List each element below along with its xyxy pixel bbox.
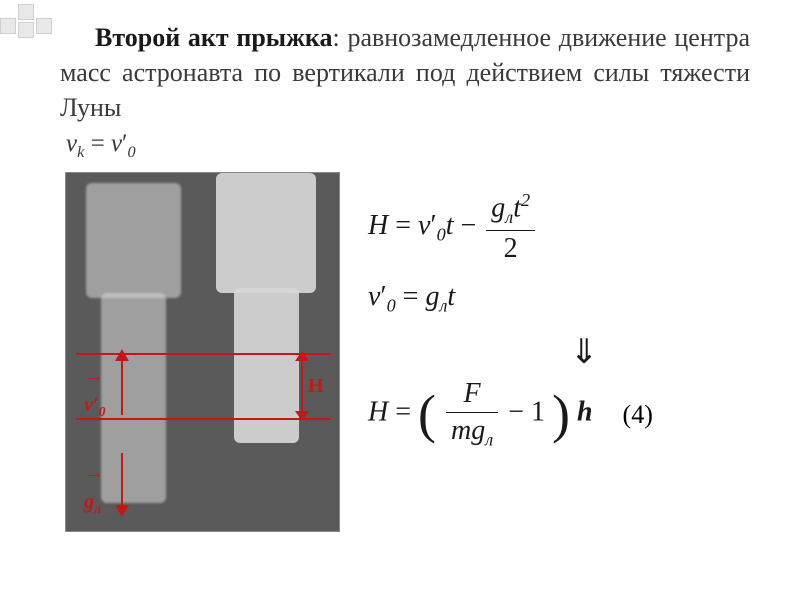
implies-arrow-icon: ⇓ (418, 332, 750, 372)
deco-square (0, 18, 16, 34)
deco-square (18, 4, 34, 20)
equation-1: H = v′0t − gлt2 2 (368, 190, 750, 265)
equation-number: (4) (623, 400, 653, 430)
astronaut-figure: → v′0 → gл H (65, 172, 340, 532)
corner-decoration (0, 0, 80, 40)
paragraph-title: Второй акт прыжка (95, 23, 333, 52)
v0-arrow-head (115, 349, 129, 361)
v0-label: → v′0 (84, 371, 106, 421)
astronaut-torso-left (86, 183, 181, 298)
v0-arrow-shaft (121, 355, 123, 415)
H-arrow-shaft (301, 355, 303, 417)
body-row: → v′0 → gл H H = v′0t − (60, 172, 750, 532)
astronaut-torso-right (216, 173, 316, 293)
astronaut-legs-left (101, 293, 166, 503)
deco-square (18, 22, 34, 38)
equation-final-row: H = ( F mgл − 1 ) h (4) (368, 378, 750, 451)
equation-final: H = ( F mgл − 1 ) h (368, 378, 593, 451)
H-arrow-head-up (295, 351, 309, 361)
equations-column: H = v′0t − gлt2 2 v′0 = gлt ⇓ (340, 172, 750, 451)
equation-2: v′0 = gлt (368, 281, 750, 317)
H-arrow-head-down (295, 411, 309, 421)
overlay-line-bottom (76, 418, 331, 420)
equation-inline: vk = v′0 (66, 127, 136, 164)
g-arrow-shaft (121, 453, 123, 508)
g-arrow-head (115, 505, 129, 517)
slide-content: Второй акт прыжка: равнозамедленное движ… (0, 0, 800, 532)
paragraph: Второй акт прыжка: равнозамедленное движ… (60, 20, 750, 164)
H-label: H (308, 375, 324, 398)
g-label: → gл (84, 468, 104, 518)
deco-square (36, 18, 52, 34)
